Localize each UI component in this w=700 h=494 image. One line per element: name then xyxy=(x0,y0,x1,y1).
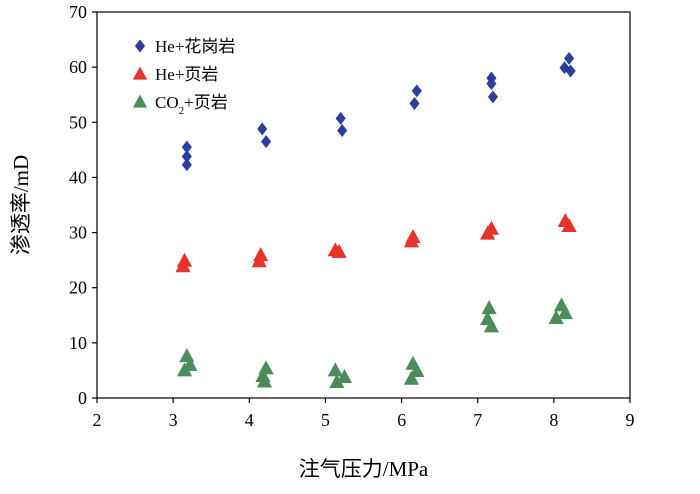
data-point xyxy=(486,77,497,91)
legend-label: He+花岗岩 xyxy=(155,37,235,56)
data-point xyxy=(548,310,564,325)
data-point xyxy=(557,305,573,320)
data-point xyxy=(487,90,499,104)
data-point xyxy=(564,51,575,65)
data-point xyxy=(409,97,420,111)
data-point xyxy=(335,111,346,125)
data-point xyxy=(409,362,425,377)
y-tick-label: 0 xyxy=(78,388,87,408)
x-tick-label: 5 xyxy=(321,410,330,430)
legend-label: CO2+页岩 xyxy=(155,93,228,117)
data-point xyxy=(480,225,496,240)
y-tick-label: 60 xyxy=(69,57,87,77)
y-axis-label: 渗透率/mD xyxy=(9,155,33,255)
y-tick-label: 50 xyxy=(69,112,87,132)
plot-frame xyxy=(96,11,631,399)
data-point xyxy=(181,140,192,154)
x-tick-label: 8 xyxy=(549,410,558,430)
y-tick-label: 20 xyxy=(69,278,87,298)
data-point xyxy=(251,253,267,268)
data-point xyxy=(337,124,348,138)
data-point xyxy=(327,362,343,377)
data-point xyxy=(336,369,353,384)
legend-marker xyxy=(134,39,146,53)
data-point xyxy=(181,158,192,172)
series-1 xyxy=(175,212,577,273)
data-point xyxy=(176,362,193,377)
legend-marker xyxy=(132,94,148,108)
x-tick-label: 6 xyxy=(397,410,406,430)
data-point xyxy=(257,122,268,136)
x-tick-label: 4 xyxy=(245,410,254,430)
data-point xyxy=(411,84,422,98)
data-point xyxy=(481,300,497,315)
x-tick-label: 9 xyxy=(626,410,635,430)
data-point xyxy=(561,217,577,232)
legend-label: He+页岩 xyxy=(155,65,218,84)
data-point xyxy=(565,64,576,78)
legend-marker xyxy=(132,66,148,80)
y-tick-label: 10 xyxy=(69,333,87,353)
x-tick-label: 2 xyxy=(93,410,102,430)
y-tick-label: 30 xyxy=(69,223,87,243)
series-2 xyxy=(176,297,573,389)
y-tick-label: 70 xyxy=(69,2,87,22)
series-0 xyxy=(181,51,576,172)
data-point xyxy=(260,135,272,149)
data-point xyxy=(329,374,345,389)
y-tick-label: 40 xyxy=(69,167,87,187)
data-point xyxy=(403,370,420,385)
data-point xyxy=(175,258,191,273)
data-point xyxy=(181,149,192,163)
x-axis-label: 注气压力/MPa xyxy=(299,457,429,481)
x-tick-label: 3 xyxy=(169,410,178,430)
data-point xyxy=(331,243,347,258)
data-point xyxy=(256,373,273,388)
data-point xyxy=(483,318,500,333)
x-tick-label: 7 xyxy=(473,410,482,430)
data-point xyxy=(403,233,420,248)
